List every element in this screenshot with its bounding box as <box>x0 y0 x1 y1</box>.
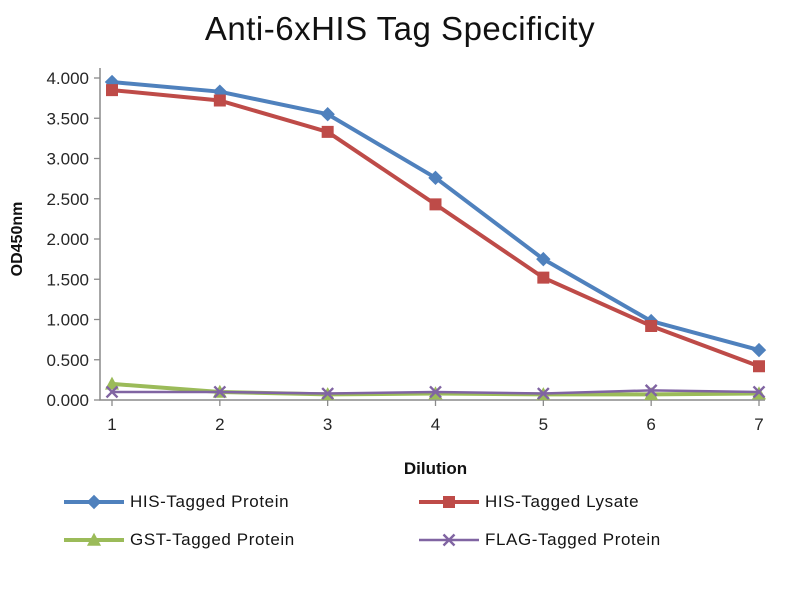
data-point-marker <box>645 319 658 332</box>
data-point-marker <box>644 383 658 397</box>
data-point-marker <box>428 170 443 186</box>
y-tick-label: 3.500 <box>46 109 89 128</box>
data-point-marker <box>106 84 118 97</box>
x-axis-title: Dilution <box>404 459 467 478</box>
axis-lines <box>99 68 765 401</box>
chart-container: Anti-6xHIS Tag Specificity 0.000 0.500 1.0… <box>0 10 800 610</box>
data-point-marker <box>751 342 767 358</box>
line-triangle-marker-icon <box>64 532 124 546</box>
y-tick-label: 1.000 <box>46 311 89 330</box>
legend-item-flag-tagged-protein: FLAG-Tagged Protein <box>417 529 772 551</box>
x-tick-label: 7 <box>754 415 763 434</box>
legend-label: FLAG-Tagged Protein <box>485 530 661 549</box>
y-tick-label: 0.500 <box>46 351 89 370</box>
legend-marker <box>86 532 102 546</box>
x-tick-label: 1 <box>107 415 116 434</box>
legend-marker <box>86 494 102 510</box>
chart-title: Anti-6xHIS Tag Specificity <box>204 10 596 47</box>
data-point-marker <box>536 251 551 267</box>
y-tick-label: 3.000 <box>46 150 89 169</box>
data-point-marker <box>537 271 550 284</box>
legend-item-gst-tagged-protein: GST-Tagged Protein <box>62 529 417 551</box>
x-tick-label: 2 <box>215 415 224 434</box>
line-x-marker-icon <box>419 533 479 547</box>
legend-label: GST-Tagged Protein <box>130 530 295 549</box>
x-tick-label: 6 <box>646 415 655 434</box>
data-point-marker <box>429 385 442 399</box>
chart-plot: 0.000 0.500 1.000 1.500 2.000 2.500 3.000 3.500… <box>9 68 767 478</box>
y-tick-label: 2.000 <box>46 230 89 249</box>
data-point-marker <box>752 385 766 399</box>
data-point-marker <box>753 360 765 373</box>
data-point-marker <box>213 385 227 399</box>
legend-marker <box>442 533 456 547</box>
x-tick-label: 5 <box>539 415 548 434</box>
line-square-marker-icon <box>419 496 479 508</box>
y-tick-label: 0.000 <box>46 391 89 410</box>
y-tick-label: 1.500 <box>46 270 89 289</box>
chart-legend: HIS-Tagged Protein HIS-Tagged Lysate GST… <box>0 491 800 551</box>
legend-item-his-tagged-protein: HIS-Tagged Protein <box>62 491 417 513</box>
y-axis-title: OD450nm <box>9 202 26 277</box>
data-point-marker <box>321 387 335 400</box>
data-point-marker <box>105 385 119 399</box>
data-point-marker <box>536 387 550 400</box>
legend-label: HIS-Tagged Protein <box>130 492 290 511</box>
y-tick-label: 4.000 <box>46 69 89 88</box>
y-tick-label: 2.500 <box>46 190 89 209</box>
series-line-1 <box>110 80 761 353</box>
data-point-marker <box>320 107 335 122</box>
legend-marker <box>443 496 455 508</box>
x-tick-label: 3 <box>323 415 332 434</box>
x-tick-label: 4 <box>431 415 440 434</box>
data-point-marker <box>429 198 442 211</box>
data-point-marker <box>213 94 226 107</box>
legend-item-his-tagged-lysate: HIS-Tagged Lysate <box>417 491 772 513</box>
legend-label: HIS-Tagged Lysate <box>485 492 640 511</box>
data-point-marker <box>104 376 120 390</box>
data-point-marker <box>321 125 334 138</box>
line-diamond-marker-icon <box>64 494 124 510</box>
